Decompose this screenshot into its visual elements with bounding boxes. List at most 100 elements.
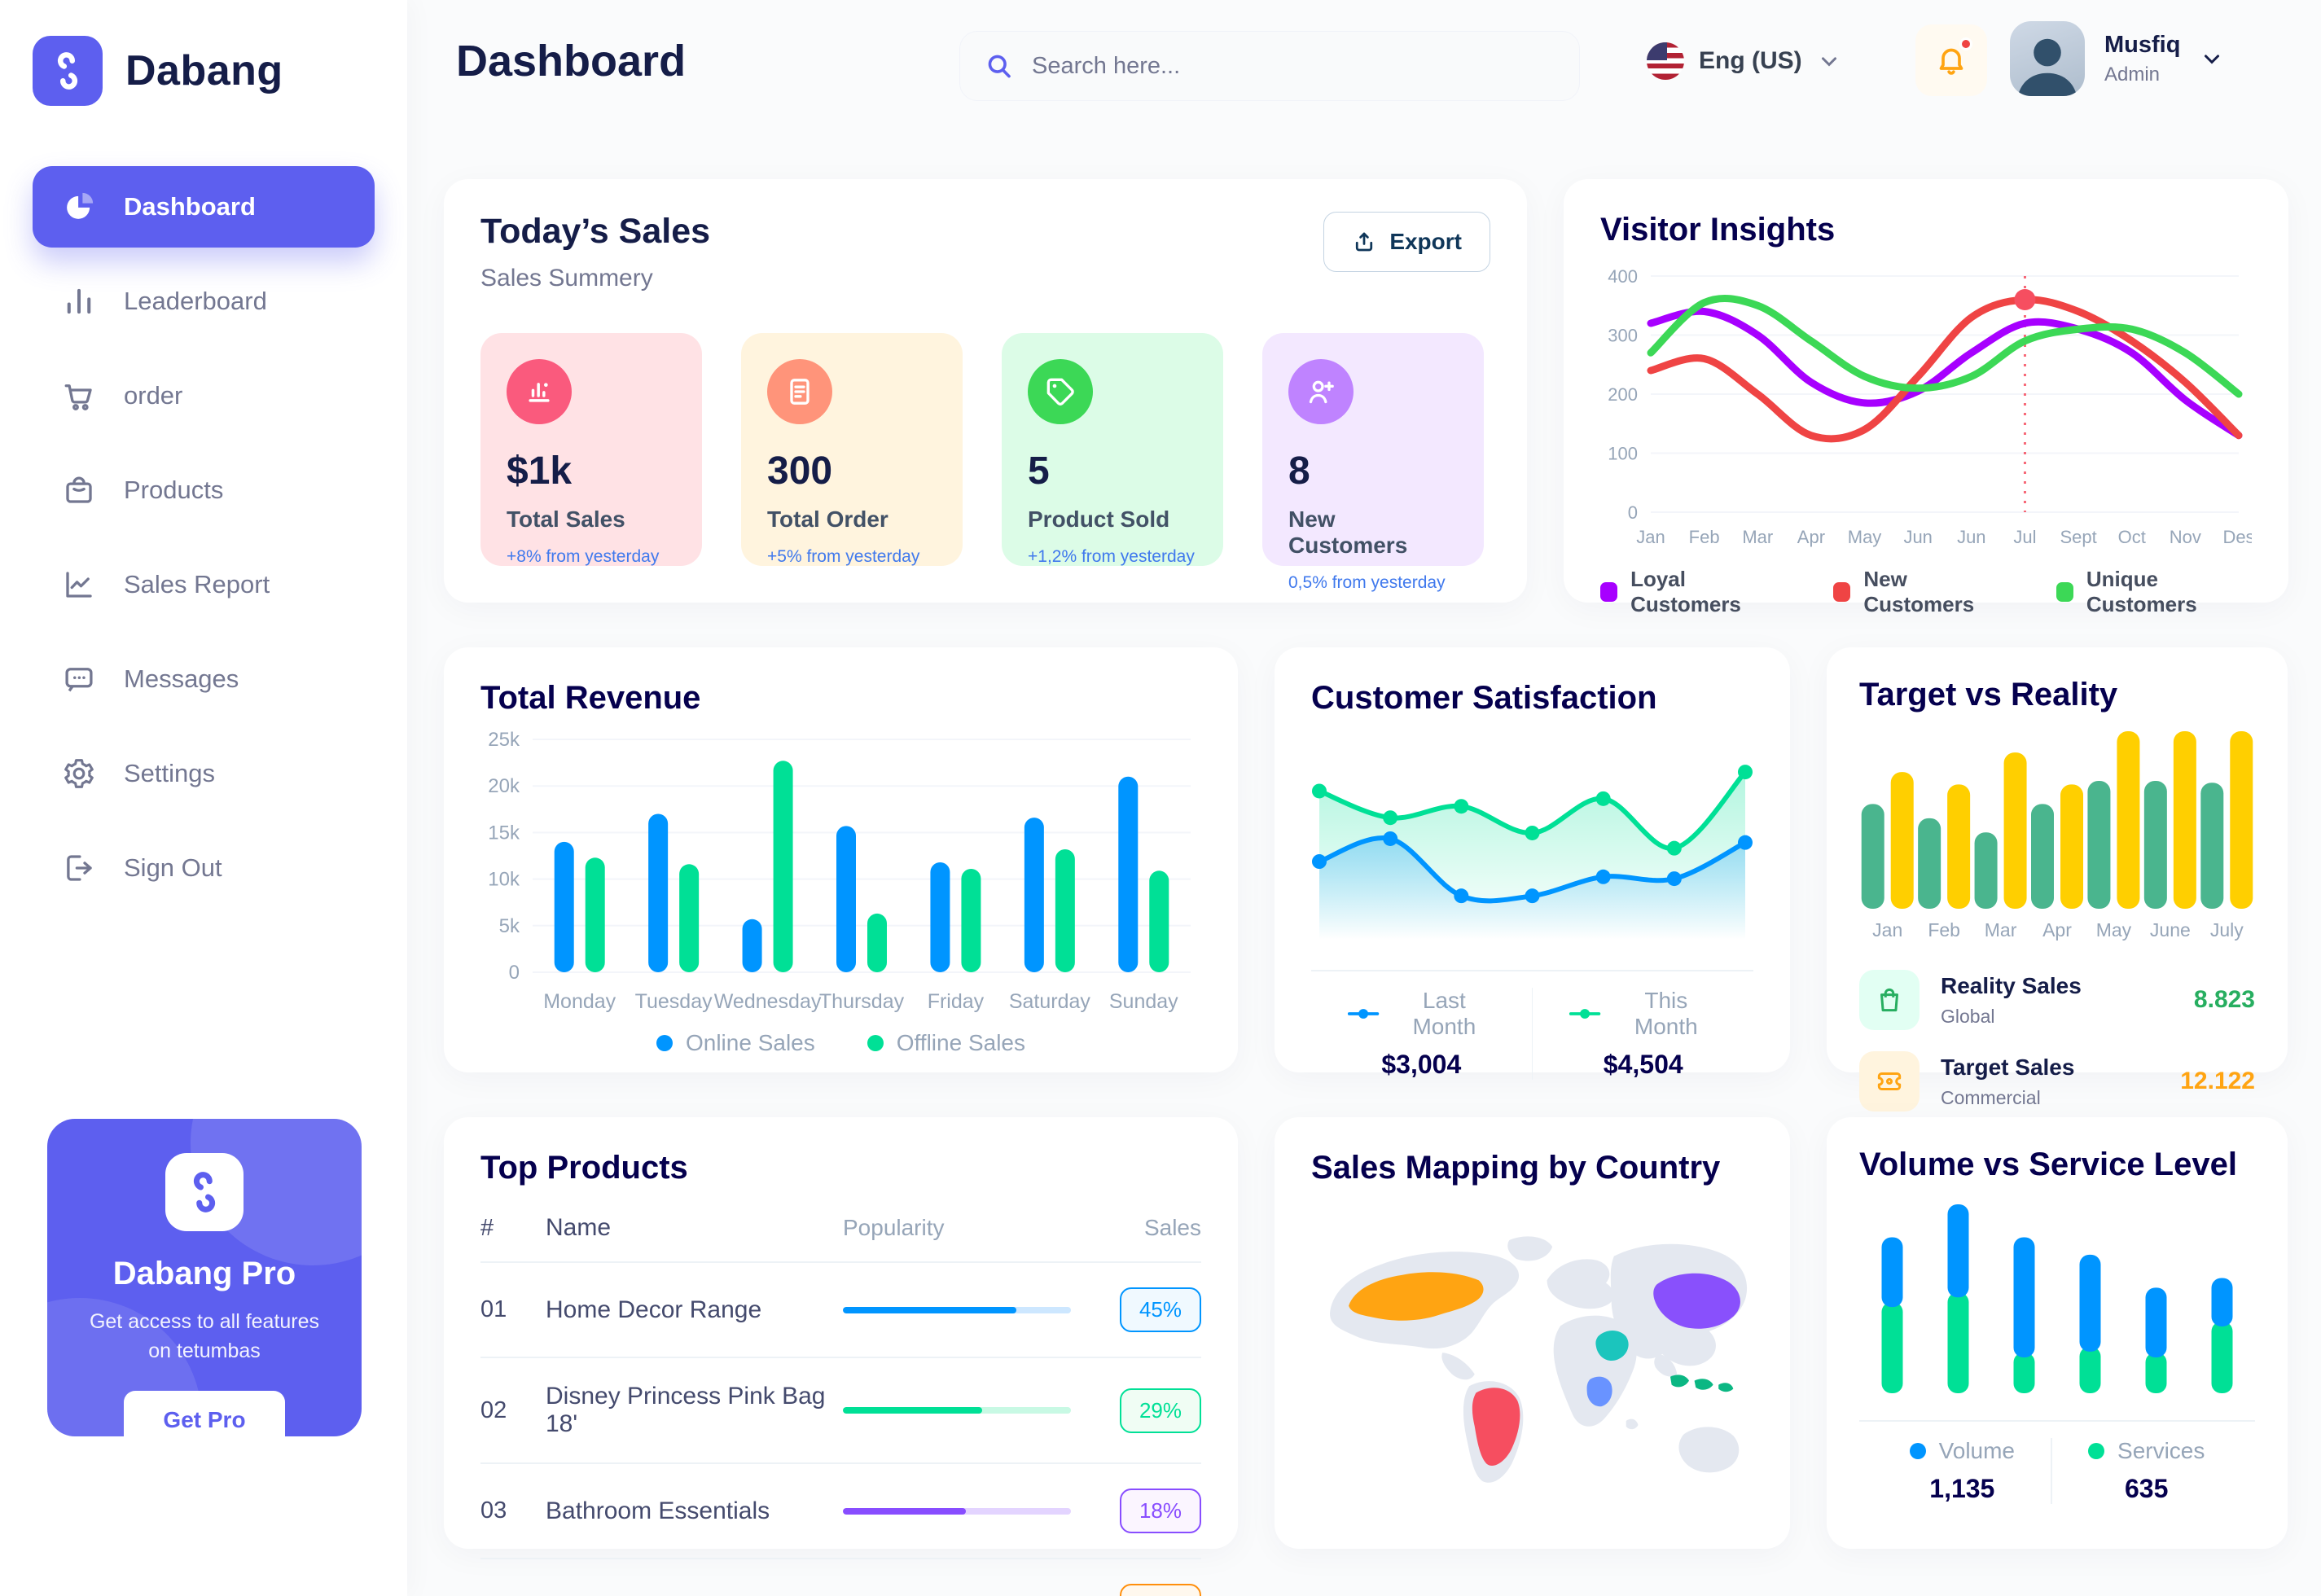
get-pro-button[interactable]: Get Pro	[124, 1390, 285, 1436]
search-box[interactable]	[959, 31, 1580, 101]
todays-sales-card: Today’s Sales Sales Summery Export $1k T…	[444, 179, 1527, 603]
world-map	[1311, 1198, 1753, 1528]
svg-text:Sunday: Sunday	[1109, 990, 1178, 1013]
popularity-bar	[843, 1306, 1095, 1313]
cart-icon	[62, 379, 96, 413]
svg-text:Jan: Jan	[1636, 527, 1665, 547]
legend-item: Unique Customers	[2056, 567, 2252, 617]
table-row: 02 Disney Princess Pink Bag 18' 29%	[480, 1358, 1201, 1464]
sidebar-item-dashboard[interactable]: Dashboard	[33, 166, 375, 248]
svg-text:200: 200	[1608, 384, 1638, 405]
column-header: Name	[546, 1214, 612, 1241]
legend-text: Reality Sales Global	[1941, 973, 2082, 1028]
svg-text:July: July	[2210, 919, 2244, 940]
legend-swatch	[1833, 582, 1851, 602]
volume-vs-service-svg	[1881, 1204, 2233, 1393]
stat-label: Total Sales	[507, 506, 625, 532]
divider	[1859, 1420, 2255, 1422]
svg-text:Jan: Jan	[1872, 919, 1902, 940]
column-header: Popularity	[843, 1215, 945, 1240]
user-info: Musfiq Admin	[2104, 32, 2180, 86]
pro-subtitle: Get access to all features on tetumbas	[89, 1310, 320, 1363]
ticket-icon	[1859, 1051, 1920, 1112]
legend-value: 12.122	[2180, 1068, 2255, 1094]
stat-value: $1k	[507, 449, 573, 493]
pro-title: Dabang Pro	[112, 1256, 296, 1291]
svg-text:May: May	[2096, 919, 2132, 940]
legend-row-reality-sales: Reality Sales Global 8.823	[1859, 970, 2255, 1030]
sidebar-item-label: order	[124, 381, 183, 410]
volume-vs-service-card: Volume vs Service Level Volume 1,135 Ser…	[1827, 1117, 2288, 1549]
stat-card-total-sales: $1k Total Sales +8% from yesterday	[480, 333, 702, 566]
table-row: 04 Apple Smartwatches 25%	[480, 1559, 1201, 1596]
language-selector[interactable]: Eng (US)	[1647, 42, 1841, 80]
customer-satisfaction-title: Customer Satisfaction	[1311, 680, 1657, 716]
popularity-bar	[843, 1507, 1095, 1515]
target-vs-reality-legend: Reality Sales Global 8.823 Target Sales …	[1859, 970, 2255, 1112]
bag-icon	[62, 473, 96, 507]
sidebar-item-sign-out[interactable]: Sign Out	[33, 827, 375, 909]
svg-text:300: 300	[1608, 326, 1638, 346]
sidebar-item-label: Sales Report	[124, 570, 270, 598]
legend-subtitle: Global	[1941, 1005, 1995, 1027]
legend-separator	[2051, 1438, 2053, 1504]
sales-badge: 29%	[1119, 1388, 1201, 1433]
stat-label: New Customers	[1288, 506, 1408, 558]
stats-icon	[507, 359, 572, 424]
stat-label: Total Order	[767, 506, 888, 532]
product-rank: 02	[480, 1396, 507, 1423]
legend-title: Reality Sales	[1941, 972, 2082, 998]
sidebar-item-leaderboard[interactable]: Leaderboard	[33, 261, 375, 342]
line-chart-icon	[62, 568, 96, 602]
sidebar-item-products[interactable]: Products	[33, 449, 375, 531]
svg-text:Jun: Jun	[1957, 527, 1985, 547]
sidebar-item-label: Dashboard	[124, 192, 256, 221]
sidebar-item-sales-report[interactable]: Sales Report	[33, 544, 375, 625]
legend-label: Volume	[1938, 1438, 2016, 1463]
search-input[interactable]	[1032, 52, 1555, 80]
visitor-insights-chart: 0 100 200 300 400 Jan Feb Mar Apr May Jun Jun Jul Sep…	[1600, 260, 2254, 559]
user-menu[interactable]: Musfiq Admin	[2010, 21, 2224, 96]
legend-value: 1,135	[1929, 1474, 1995, 1503]
export-button[interactable]: Export	[1323, 212, 1490, 272]
legend-swatch	[2056, 582, 2073, 602]
top-products-card: Top Products # Name Popularity Sales 01 Hom…	[444, 1117, 1238, 1596]
svg-text:Jun: Jun	[1903, 527, 1932, 547]
svg-text:Friday: Friday	[928, 990, 985, 1013]
svg-text:Jul: Jul	[2013, 527, 2036, 547]
svg-text:Mar: Mar	[1985, 919, 2017, 940]
stat-card-new-customers: 8 New Customers 0,5% from yesterday	[1262, 333, 1484, 592]
total-revenue-card: Total Revenue 0 5k 10k 15k 20k 25k Monday Tuesd…	[444, 647, 1238, 1072]
total-revenue-legend: Online Sales Offline Sales	[480, 1030, 1201, 1056]
sales-mapping-card: Sales Mapping by Country	[1275, 1117, 1790, 1549]
app-name: Dabang	[125, 47, 283, 94]
line-dot-icon	[1347, 1009, 1380, 1019]
map-brazil	[1472, 1388, 1520, 1466]
legend-item: This Month $4,504	[1533, 988, 1753, 1080]
sidebar-item-order[interactable]: order	[33, 355, 375, 436]
svg-text:Oct: Oct	[2118, 527, 2146, 547]
svg-text:Wednesday: Wednesday	[714, 990, 822, 1013]
legend-item: Services 635	[2052, 1438, 2240, 1504]
notification-bell[interactable]	[1915, 24, 1987, 96]
pro-logo-icon	[165, 1153, 244, 1231]
svg-text:25k: 25k	[488, 729, 520, 751]
svg-text:May: May	[1848, 527, 1882, 547]
map-saudi-arabia	[1595, 1330, 1629, 1361]
sidebar-item-settings[interactable]: Settings	[33, 733, 375, 814]
stat-value: 8	[1288, 449, 1310, 493]
svg-text:Apr: Apr	[2042, 919, 2072, 940]
svg-text:June: June	[2150, 919, 2191, 940]
svg-text:Tuesday: Tuesday	[635, 990, 713, 1013]
pro-card: Dabang Pro Get access to all features on…	[47, 1119, 362, 1436]
product-name: Home Decor Range	[546, 1296, 762, 1323]
stat-delta: 0,5% from yesterday	[1288, 573, 1446, 592]
legend-subtitle: Commercial	[1941, 1086, 2041, 1108]
us-flag-icon	[1647, 42, 1684, 80]
legend-dot	[2088, 1443, 2105, 1459]
svg-text:10k: 10k	[488, 869, 520, 891]
legend-title: Target Sales	[1941, 1054, 2075, 1080]
sidebar-item-messages[interactable]: Messages	[33, 638, 375, 720]
shopping-bag-icon	[1859, 970, 1920, 1030]
column-header: #	[480, 1214, 494, 1241]
